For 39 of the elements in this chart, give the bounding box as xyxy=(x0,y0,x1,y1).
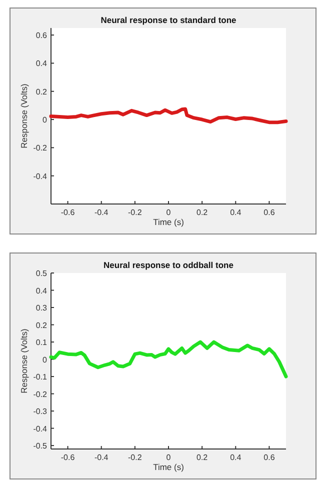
y-axis-title: Response (Volts) xyxy=(19,83,29,148)
y-tick-label: 0 xyxy=(42,116,48,125)
y-tick-label: 0.5 xyxy=(36,269,48,278)
y-tick-label: -0.2 xyxy=(33,144,48,153)
x-tick-label: 0.2 xyxy=(196,208,208,217)
x-tick-label: 0 xyxy=(166,453,172,462)
y-tick-label: 0.3 xyxy=(36,304,48,313)
x-axis-title: Time (s) xyxy=(153,462,184,472)
x-tick-label: 0.6 xyxy=(264,453,276,462)
y-tick-label: 0 xyxy=(42,355,48,364)
y-tick-label: -0.2 xyxy=(33,390,48,399)
y-tick-label: -0.4 xyxy=(33,172,48,181)
x-tick-label: 0.6 xyxy=(264,208,276,217)
x-tick-label: -0.6 xyxy=(60,453,76,462)
y-tick-label: -0.3 xyxy=(33,407,48,416)
y-tick-label: 0.1 xyxy=(36,338,48,348)
x-tick-label: 0.2 xyxy=(196,453,208,462)
line-series xyxy=(49,107,288,124)
chart-title: Neural response to standard tone xyxy=(100,15,237,25)
y-tick-label: 0.2 xyxy=(36,320,48,330)
y-tick-label: -0.5 xyxy=(33,442,48,451)
line-series xyxy=(49,340,288,378)
x-tick-label: 0.4 xyxy=(230,208,242,217)
x-tick-label: -0.2 xyxy=(128,208,142,217)
y-tick-label: 0.4 xyxy=(36,286,48,296)
x-tick-label: -0.2 xyxy=(128,453,142,462)
y-tick-label: -0.1 xyxy=(33,372,48,382)
x-tick-label: 0 xyxy=(166,208,172,217)
y-tick-label: 0.6 xyxy=(36,31,48,40)
x-tick-label: -0.6 xyxy=(60,208,76,217)
y-tick-label: 0.2 xyxy=(36,87,48,96)
chart-title: Neural response to oddball tone xyxy=(104,260,234,270)
x-tick-label: 0.4 xyxy=(230,453,242,462)
x-tick-label: -0.4 xyxy=(94,453,109,462)
y-axis-title: Response (Volts) xyxy=(19,328,29,394)
y-tick-label: 0.4 xyxy=(36,59,48,68)
x-axis-title: Time (s) xyxy=(153,217,184,227)
y-tick-label: -0.4 xyxy=(33,424,48,434)
x-tick-label: -0.4 xyxy=(94,208,109,217)
